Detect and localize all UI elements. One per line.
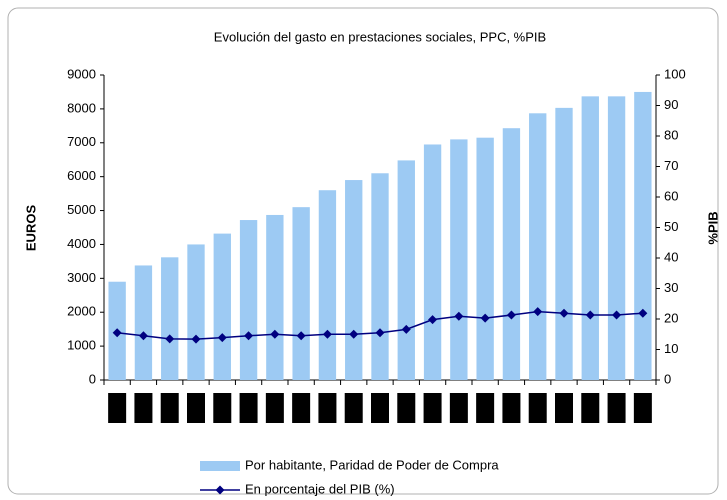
- y-tick-label: 2000: [67, 304, 96, 319]
- bar: [213, 233, 231, 380]
- y-tick-label: 5000: [67, 202, 96, 217]
- marker: [638, 308, 648, 318]
- y-tick-label: 0: [89, 371, 96, 386]
- marker: [401, 324, 411, 334]
- redacted-label: [423, 393, 442, 423]
- bar: [555, 107, 573, 380]
- marker: [428, 315, 438, 325]
- marker: [349, 329, 359, 339]
- y2-tick-label: 10: [664, 341, 678, 356]
- y2-axis-label: %PIB: [705, 211, 720, 244]
- marker: [112, 328, 122, 338]
- bar: [292, 207, 310, 380]
- bar: [134, 265, 153, 380]
- marker: [165, 334, 175, 344]
- y-tick-label: 1000: [67, 338, 96, 353]
- redacted-label: [108, 393, 127, 423]
- bar: [607, 96, 626, 380]
- marker: [612, 310, 622, 320]
- redacted-label: [528, 393, 547, 423]
- bar: [634, 91, 652, 380]
- legend-label: Por habitante, Paridad de Poder de Compr…: [245, 457, 499, 472]
- bar: [266, 214, 284, 380]
- marker: [559, 308, 569, 318]
- bar: [423, 144, 442, 380]
- y-axis-label: EUROS: [23, 205, 38, 252]
- legend-marker: [215, 485, 225, 495]
- bar: [187, 244, 205, 380]
- y2-tick-label: 20: [664, 310, 678, 325]
- bar: [161, 257, 179, 380]
- redacted-label: [187, 393, 205, 423]
- bar: [581, 96, 599, 380]
- redacted-label: [476, 393, 495, 423]
- y2-tick-label: 90: [664, 97, 678, 112]
- marker: [454, 311, 464, 321]
- y2-tick-label: 70: [664, 158, 678, 173]
- bar: [502, 128, 521, 380]
- marker: [217, 333, 227, 343]
- marker: [480, 313, 490, 323]
- redacted-label: [371, 393, 389, 423]
- redacted-label: [292, 393, 311, 423]
- bar: [371, 173, 389, 380]
- legend-label: En porcentaje del PIB (%): [245, 481, 395, 496]
- marker: [375, 328, 385, 338]
- y-tick-label: 3000: [67, 270, 96, 285]
- marker: [322, 329, 332, 339]
- y-tick-label: 9000: [67, 66, 96, 81]
- marker: [506, 310, 516, 320]
- redacted-label: [265, 393, 284, 423]
- marker: [296, 331, 306, 341]
- redacted-label: [344, 393, 363, 423]
- redacted-label: [581, 393, 600, 423]
- bar: [318, 190, 337, 380]
- y2-tick-label: 80: [664, 127, 678, 142]
- bar: [345, 180, 363, 380]
- y-tick-label: 6000: [67, 168, 96, 183]
- chart-title: Evolución del gasto en prestaciones soci…: [214, 29, 546, 44]
- y2-tick-label: 50: [664, 219, 678, 234]
- redacted-label: [239, 393, 258, 423]
- bar: [397, 160, 415, 380]
- y2-tick-label: 60: [664, 188, 678, 203]
- redacted-label: [633, 393, 652, 423]
- redacted-label: [397, 393, 416, 423]
- marker: [270, 329, 280, 339]
- redacted-label: [318, 393, 337, 423]
- redacted-label: [134, 393, 153, 423]
- y-tick-label: 4000: [67, 236, 96, 251]
- bar: [529, 113, 547, 381]
- y-tick-label: 7000: [67, 134, 96, 149]
- legend-swatch: [200, 461, 240, 471]
- redacted-label: [502, 393, 521, 423]
- marker: [191, 334, 201, 344]
- bar: [476, 137, 494, 380]
- marker: [585, 310, 595, 320]
- marker: [138, 331, 148, 341]
- redacted-label: [555, 393, 573, 423]
- marker: [244, 331, 254, 341]
- y2-tick-label: 40: [664, 249, 678, 264]
- redacted-label: [213, 393, 232, 423]
- y2-tick-label: 30: [664, 280, 678, 295]
- y2-tick-label: 0: [664, 371, 671, 386]
- marker: [533, 307, 543, 317]
- y2-tick-label: 100: [664, 66, 686, 81]
- redacted-label: [607, 393, 626, 423]
- redacted-label: [449, 393, 468, 423]
- y-tick-label: 8000: [67, 100, 96, 115]
- redacted-label: [160, 393, 179, 423]
- bar: [239, 220, 258, 380]
- bar: [450, 139, 468, 380]
